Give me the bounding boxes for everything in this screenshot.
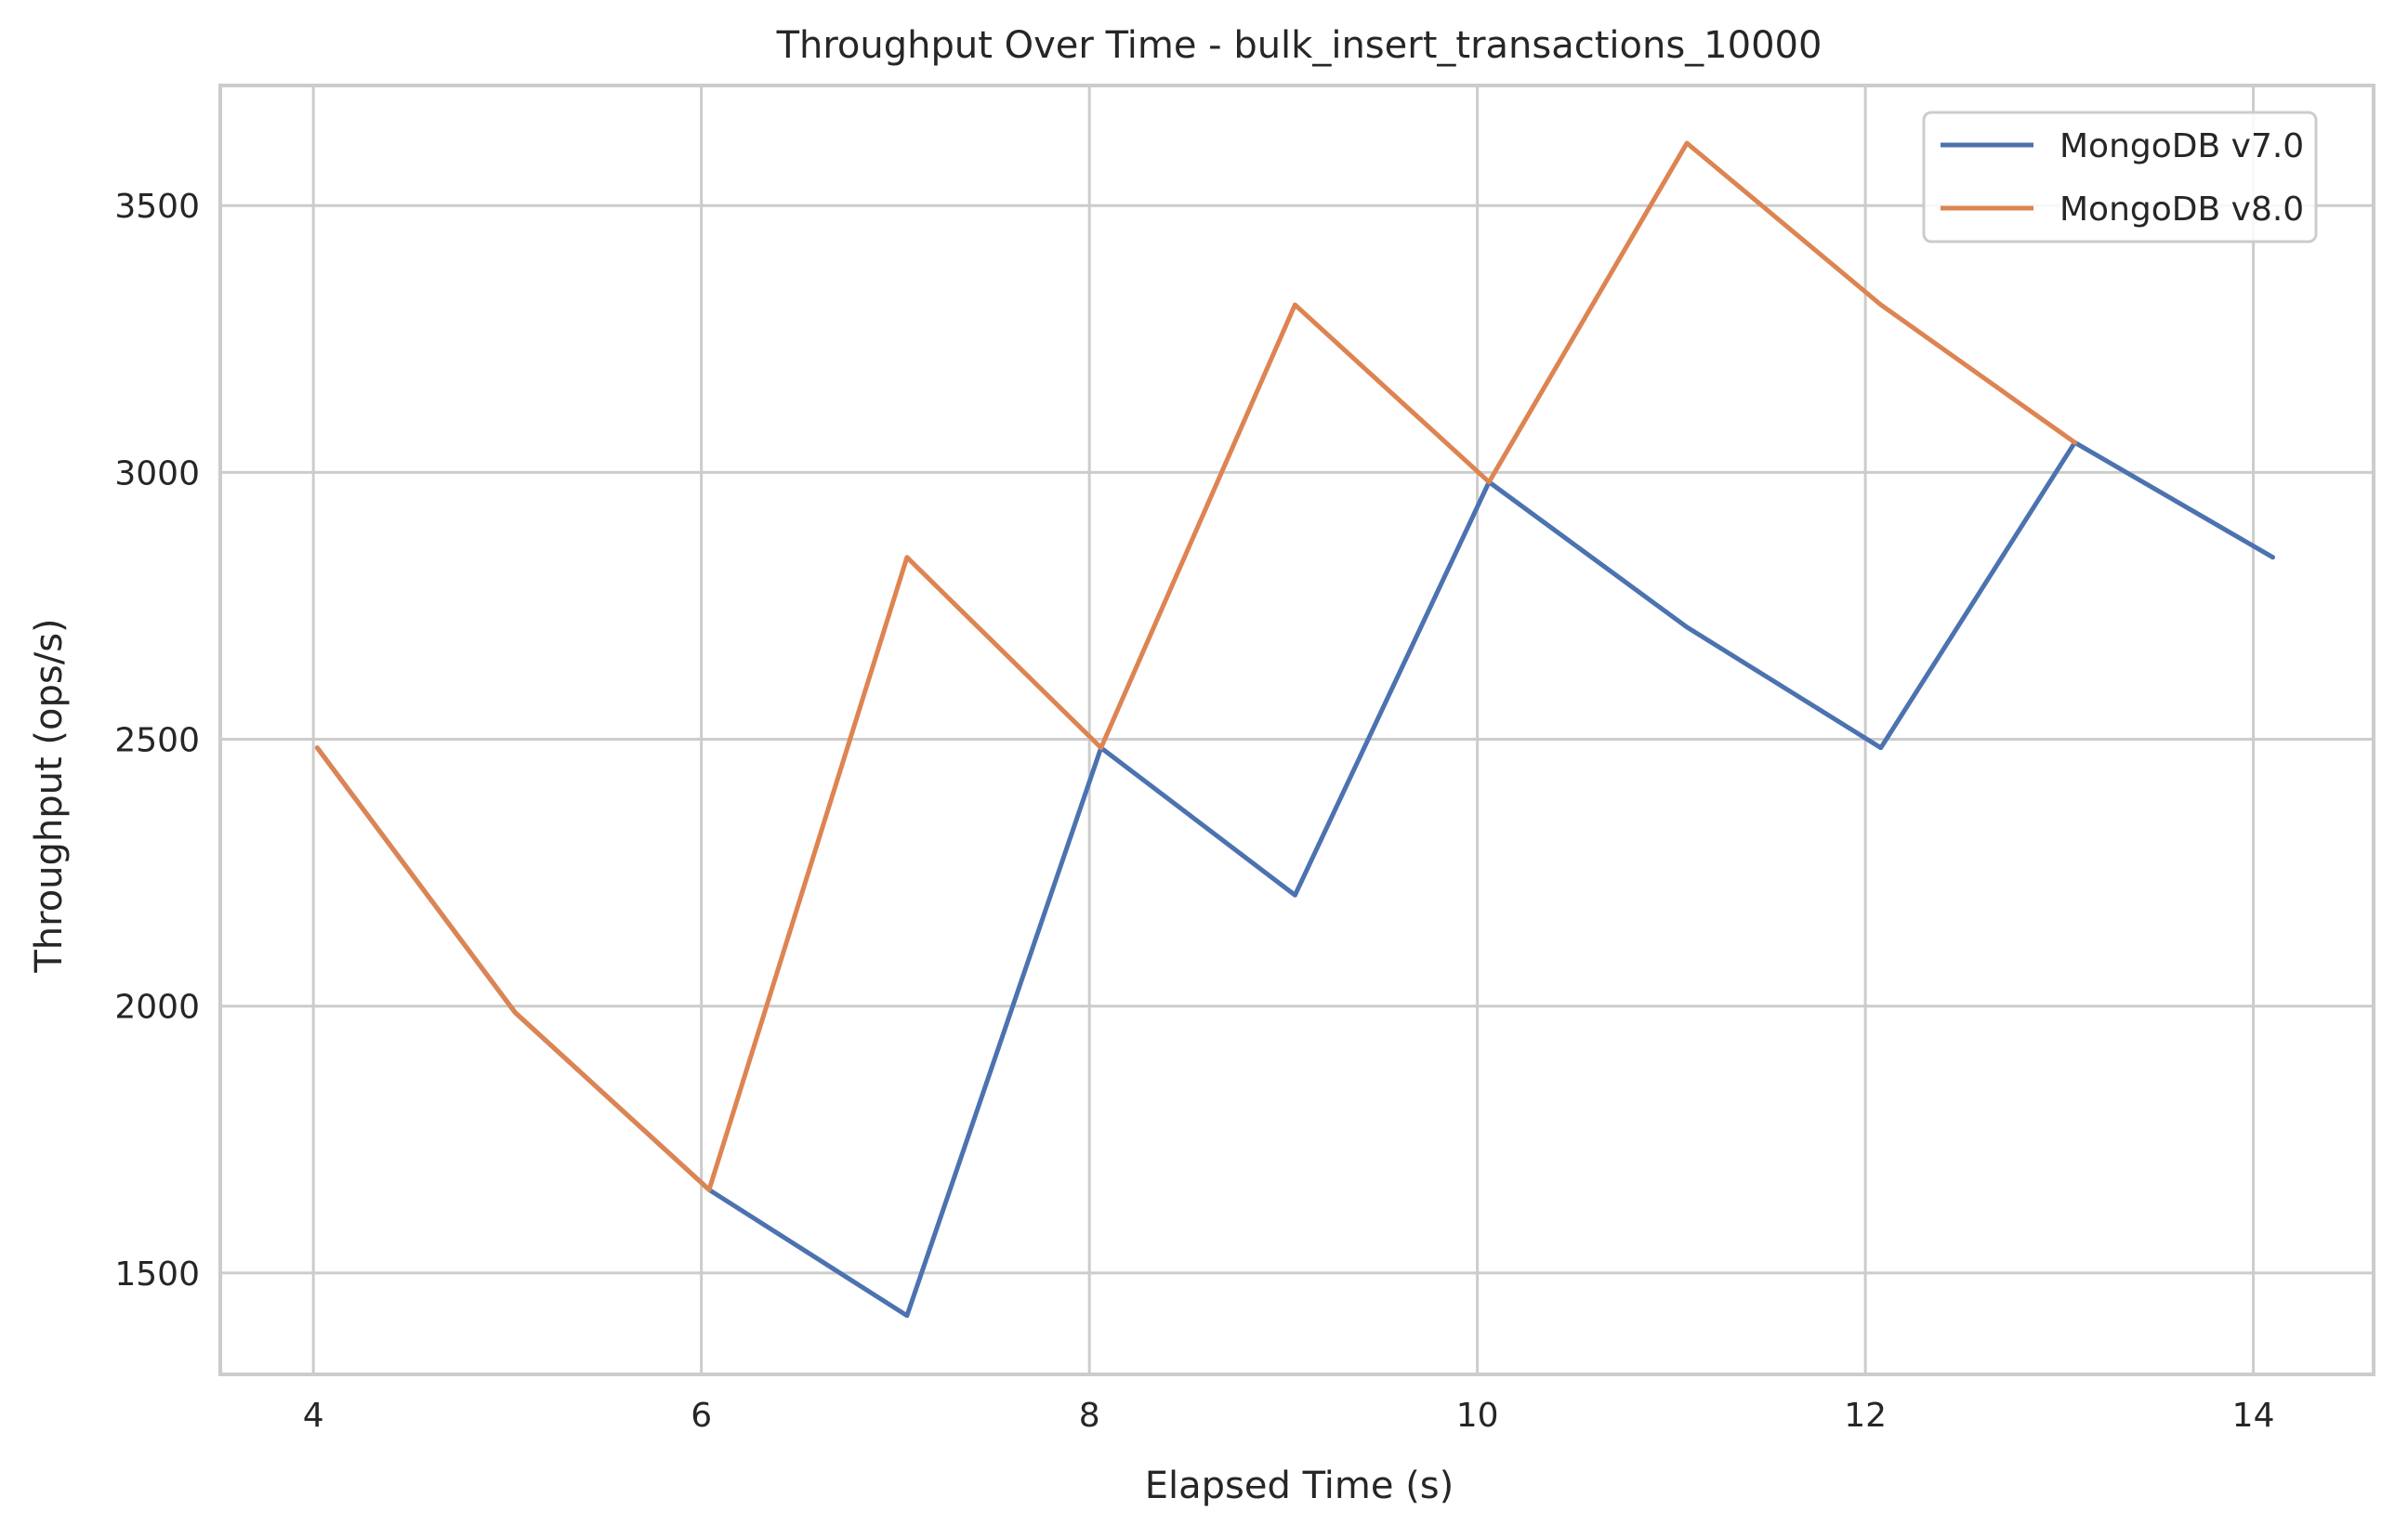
series-line-mongodb-v8-0 (314, 140, 2077, 1192)
chart-title: Throughput Over Time - bulk_insert_trans… (776, 24, 1822, 67)
y-tick-label: 2500 (114, 722, 200, 760)
legend-label-mongodb-v8-0: MongoDB v8.0 (2059, 190, 2304, 229)
y-tick-label: 3000 (114, 454, 200, 493)
x-tick-label: 12 (1844, 1397, 1887, 1435)
y-axis-title: Throughput (ops/s) (28, 618, 71, 973)
series-layer (314, 140, 2275, 1319)
x-tick-label: 6 (691, 1397, 712, 1435)
x-tick-label: 14 (2232, 1397, 2275, 1435)
x-tick-label: 10 (1456, 1397, 1499, 1435)
tick-labels: 4 6 8 10 12 14 1500 2000 2500 3000 3500 (114, 188, 2274, 1435)
x-tick-label: 8 (1079, 1397, 1100, 1435)
y-tick-label: 2000 (114, 989, 200, 1027)
plot-frame (218, 84, 2375, 1376)
legend-label-mongodb-v7-0: MongoDB v7.0 (2059, 127, 2304, 165)
legend: MongoDB v7.0 MongoDB v8.0 (1922, 111, 2318, 243)
x-axis-title: Elapsed Time (s) (1145, 1465, 1454, 1507)
x-tick-label: 4 (303, 1397, 324, 1435)
y-tick-label: 1500 (114, 1255, 200, 1294)
y-tick-label: 3500 (114, 188, 200, 226)
